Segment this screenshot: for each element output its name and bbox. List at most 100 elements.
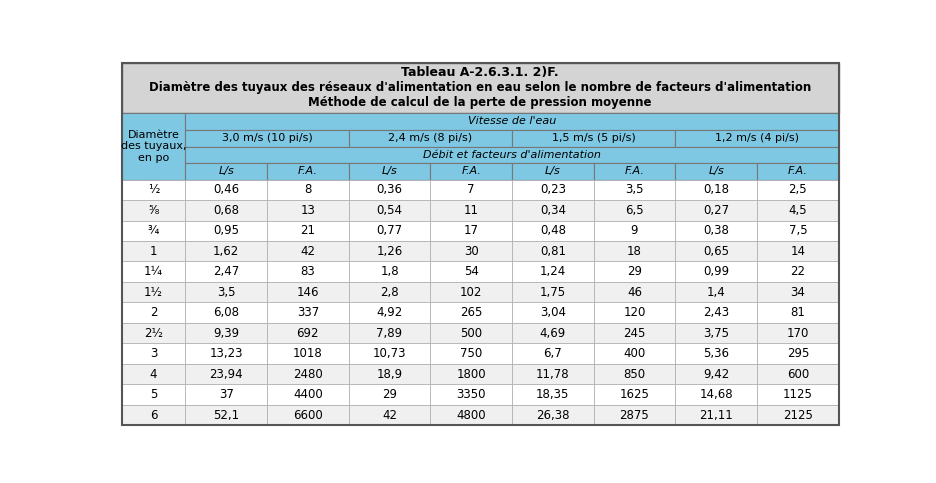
Bar (511, 302, 593, 323)
Text: 1625: 1625 (619, 388, 649, 401)
Text: 400: 400 (622, 347, 645, 360)
Bar (756, 343, 838, 364)
Bar (348, 282, 430, 302)
Bar (593, 261, 675, 282)
Bar (185, 113, 838, 129)
Bar (511, 364, 593, 384)
Bar (430, 221, 511, 241)
Bar (185, 364, 267, 384)
Text: 4800: 4800 (456, 409, 486, 422)
Bar (185, 405, 267, 425)
Text: 2,43: 2,43 (702, 306, 728, 319)
Bar (511, 241, 593, 261)
Bar (675, 282, 756, 302)
Text: 0,54: 0,54 (376, 204, 402, 217)
Bar (122, 180, 185, 200)
Text: 81: 81 (790, 306, 804, 319)
Text: 0,36: 0,36 (376, 184, 402, 197)
Bar (185, 200, 267, 221)
Text: 8: 8 (304, 184, 311, 197)
Text: 2½: 2½ (144, 327, 163, 340)
Bar (430, 261, 511, 282)
Bar (593, 241, 675, 261)
Bar (185, 147, 838, 163)
Text: 1018: 1018 (293, 347, 322, 360)
Bar (185, 129, 348, 147)
Bar (122, 302, 185, 323)
Bar (185, 221, 267, 241)
Text: ⁵⁄₈: ⁵⁄₈ (148, 204, 159, 217)
Bar (511, 163, 593, 180)
Bar (430, 384, 511, 405)
Bar (122, 282, 185, 302)
Text: L/s: L/s (381, 166, 397, 176)
Text: 6: 6 (150, 409, 157, 422)
Bar (348, 323, 430, 343)
Text: 0,48: 0,48 (539, 224, 565, 237)
Bar (430, 180, 511, 200)
Bar (122, 261, 185, 282)
Text: 0,27: 0,27 (702, 204, 728, 217)
Bar (185, 163, 267, 180)
Bar (756, 241, 838, 261)
Text: 9,42: 9,42 (702, 368, 728, 381)
Text: Méthode de calcul de la perte de pression moyenne: Méthode de calcul de la perte de pressio… (308, 96, 651, 109)
Bar (756, 282, 838, 302)
Text: 11,78: 11,78 (535, 368, 569, 381)
Text: 750: 750 (460, 347, 482, 360)
Text: 7,5: 7,5 (788, 224, 806, 237)
Text: 337: 337 (297, 306, 318, 319)
Bar (348, 343, 430, 364)
Text: 3: 3 (150, 347, 157, 360)
Bar (593, 384, 675, 405)
Text: 1800: 1800 (456, 368, 486, 381)
Text: 37: 37 (218, 388, 233, 401)
Text: 1,75: 1,75 (539, 286, 565, 298)
Text: Tableau A-2.6.3.1. 2)F.: Tableau A-2.6.3.1. 2)F. (401, 66, 559, 79)
Bar (185, 261, 267, 282)
Text: 18,9: 18,9 (376, 368, 402, 381)
Bar (593, 302, 675, 323)
Bar (675, 384, 756, 405)
Bar (756, 384, 838, 405)
Bar (348, 200, 430, 221)
Bar (593, 364, 675, 384)
Bar (511, 221, 593, 241)
Text: 17: 17 (463, 224, 478, 237)
Text: 21,11: 21,11 (698, 409, 732, 422)
Text: 692: 692 (297, 327, 319, 340)
Bar (756, 180, 838, 200)
Bar (430, 302, 511, 323)
Bar (675, 302, 756, 323)
Text: 30: 30 (463, 245, 478, 258)
Text: 6,7: 6,7 (543, 347, 562, 360)
Text: 13: 13 (300, 204, 314, 217)
Bar (430, 163, 511, 180)
Bar (756, 302, 838, 323)
Bar (593, 163, 675, 180)
Bar (185, 302, 267, 323)
Text: 21: 21 (300, 224, 315, 237)
Bar (267, 261, 348, 282)
Bar (756, 364, 838, 384)
Bar (267, 221, 348, 241)
Bar (185, 180, 267, 200)
Bar (593, 405, 675, 425)
Text: 0,99: 0,99 (702, 265, 728, 278)
Bar (675, 200, 756, 221)
Text: 0,77: 0,77 (376, 224, 402, 237)
Bar (756, 163, 838, 180)
Text: ½: ½ (148, 184, 159, 197)
Bar (430, 323, 511, 343)
Text: 0,18: 0,18 (702, 184, 728, 197)
Bar (511, 261, 593, 282)
Text: Débit et facteurs d'alimentation: Débit et facteurs d'alimentation (422, 150, 600, 160)
Bar (185, 343, 267, 364)
Bar (348, 241, 430, 261)
Text: 4,92: 4,92 (376, 306, 402, 319)
Text: Diamètre
des tuyaux,
en po: Diamètre des tuyaux, en po (121, 129, 186, 163)
Bar (430, 282, 511, 302)
Bar (348, 163, 430, 180)
Text: 3350: 3350 (456, 388, 486, 401)
Bar (267, 364, 348, 384)
